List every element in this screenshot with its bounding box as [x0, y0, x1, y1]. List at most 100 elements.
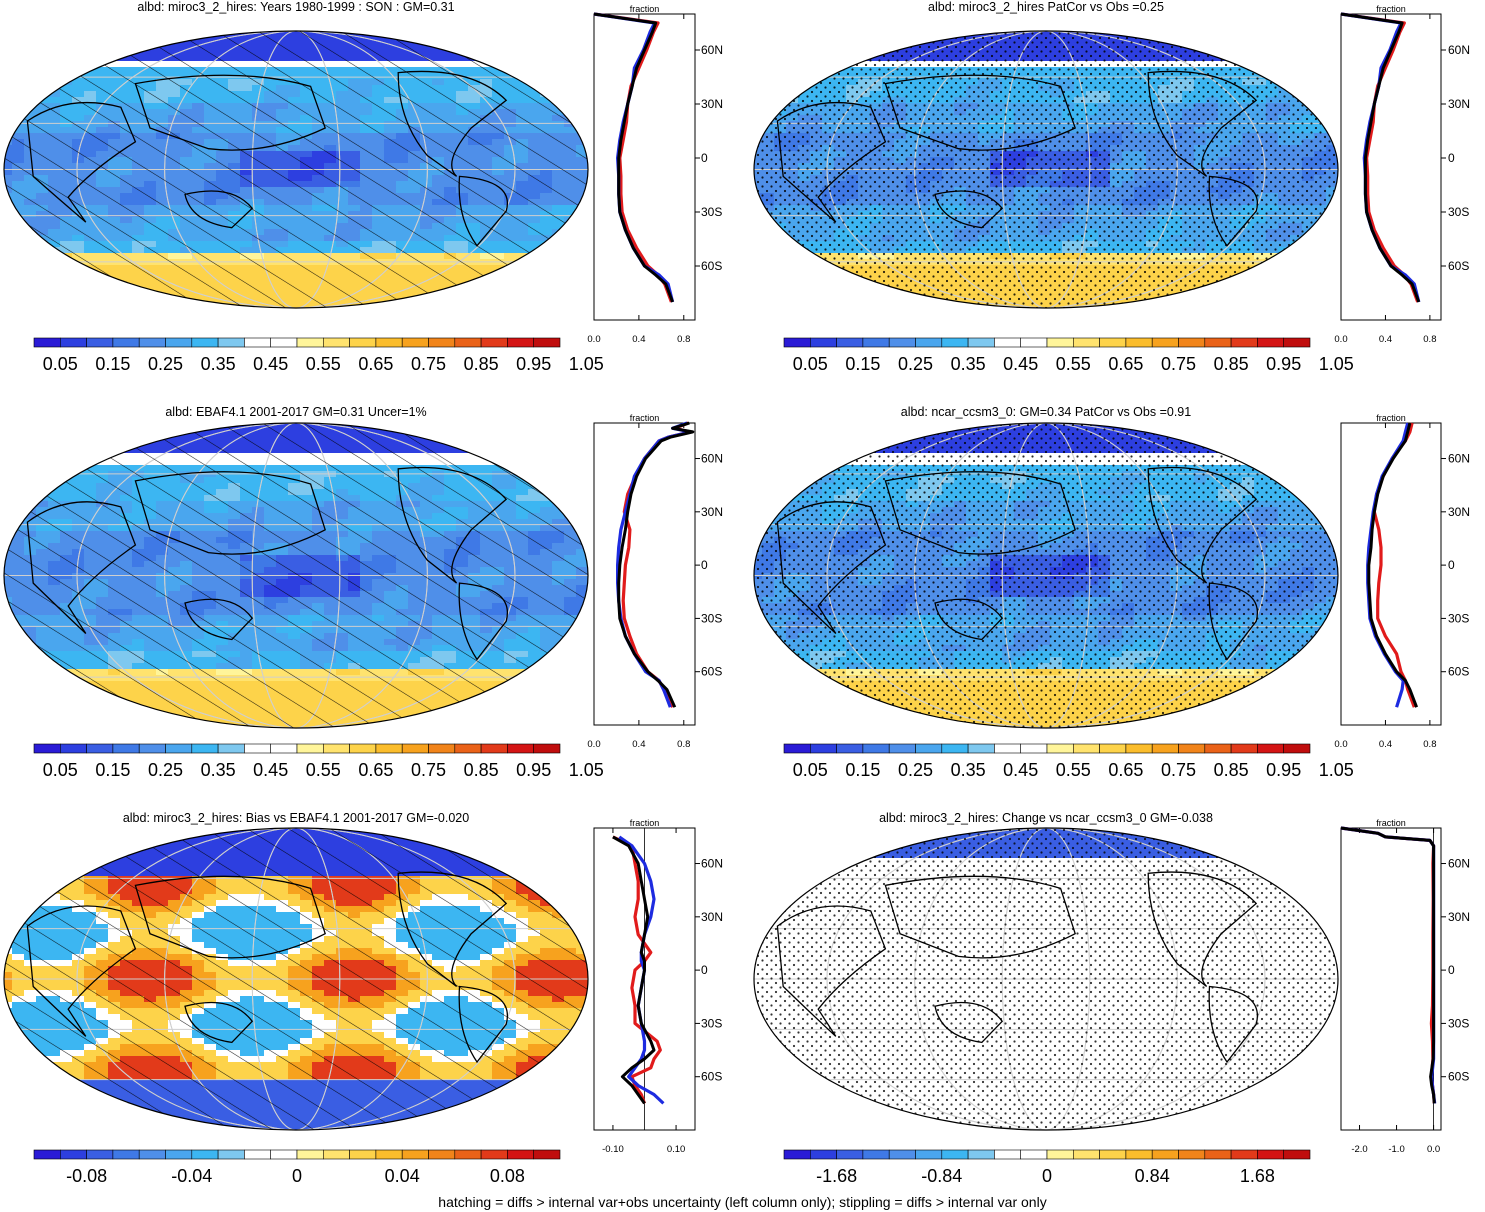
- map-cell: [516, 49, 529, 56]
- map-cell: [48, 423, 61, 430]
- map-cell: [1278, 43, 1291, 50]
- map-cell: [60, 259, 73, 266]
- map-cell: [528, 259, 541, 266]
- map-cell: [1278, 79, 1291, 86]
- map-cell: [540, 259, 553, 266]
- map-cell: [4, 61, 13, 68]
- map-cell: [576, 61, 588, 68]
- map-cell: [120, 49, 133, 56]
- panel-model: albd: miroc3_2_hires: Years 1980-1999 : …: [3, 0, 723, 374]
- map-cell: [120, 435, 133, 442]
- map-cell: [786, 307, 799, 308]
- map-cell: [798, 43, 811, 50]
- map-cell: [798, 49, 811, 56]
- map-cell: [1194, 31, 1207, 38]
- map-cell: [1314, 253, 1327, 260]
- map-cell: [192, 31, 205, 38]
- map-cell: [810, 271, 823, 278]
- colorbar-label: 0.15: [95, 354, 130, 374]
- map-cell: [120, 423, 133, 430]
- map-cell: [1290, 253, 1303, 260]
- map-cell: [216, 307, 229, 308]
- map-cell: [4, 85, 13, 92]
- colorbar-box: [112, 337, 140, 348]
- map-cell: [774, 265, 787, 272]
- map-cell: [882, 307, 895, 308]
- map-cell: [576, 115, 588, 122]
- map-cell: [762, 295, 775, 302]
- map-cell: [754, 265, 763, 272]
- map-cell: [870, 301, 883, 308]
- map-cell: [1314, 271, 1327, 278]
- map-cell: [810, 55, 823, 62]
- spine-frame: [1340, 13, 1442, 321]
- map-cell: [156, 307, 169, 308]
- map-cell: [1218, 301, 1231, 308]
- map-cell: [1278, 55, 1291, 62]
- map-cell: [12, 97, 25, 104]
- map-cell: [858, 43, 871, 50]
- map-cell: [774, 247, 787, 254]
- map-cell: [1302, 283, 1315, 290]
- map-cell: [774, 289, 787, 296]
- map-cell: [4, 49, 13, 56]
- map-cell: [1266, 55, 1279, 62]
- x-tick-label: 0.4: [1379, 334, 1392, 345]
- map-cell: [810, 307, 823, 308]
- map-cell: [1326, 85, 1338, 92]
- map-cell: [1266, 49, 1279, 56]
- map-cell: [384, 423, 397, 430]
- map-cell: [774, 31, 787, 38]
- map-cell: [576, 277, 588, 284]
- colorbar-box: [1099, 337, 1127, 348]
- map-cell: [576, 103, 588, 110]
- map-cell: [384, 301, 397, 308]
- map-cell: [444, 37, 457, 44]
- map-cell: [480, 37, 493, 44]
- map-cell: [48, 79, 61, 86]
- stipple-overlay: [754, 31, 1338, 308]
- map-cell: [858, 307, 871, 308]
- map-cell: [72, 277, 85, 284]
- map-cell: [528, 277, 541, 284]
- colorbar-box: [454, 337, 482, 348]
- map-cell: [1314, 109, 1327, 116]
- map-cell: [576, 265, 588, 272]
- map-cell: [774, 301, 787, 308]
- map-cell: [1230, 289, 1243, 296]
- map-cell: [1326, 79, 1338, 86]
- map-cell: [798, 295, 811, 302]
- map-cell: [4, 55, 13, 62]
- map-cell: [762, 67, 775, 74]
- map-cell: [12, 241, 25, 248]
- map-cell: [4, 301, 13, 308]
- map-cell: [60, 73, 73, 80]
- map-cell: [4, 235, 13, 242]
- map-cell: [576, 259, 588, 266]
- map-cell: [444, 295, 457, 302]
- map-cell: [420, 301, 433, 308]
- map-cell: [576, 229, 588, 236]
- map-cell: [1326, 229, 1338, 236]
- map-cell: [456, 307, 469, 308]
- map-cell: [96, 423, 109, 430]
- map-cell: [24, 61, 37, 68]
- map-cell: [754, 259, 763, 266]
- map-cell: [810, 49, 823, 56]
- map-cell: [1230, 37, 1243, 44]
- map-cell: [12, 49, 25, 56]
- map-cell: [540, 283, 553, 290]
- map-cell: [180, 301, 193, 308]
- map-cell: [870, 49, 883, 56]
- map-cell: [762, 223, 775, 230]
- map-cell: [1278, 37, 1291, 44]
- map-cell: [576, 97, 588, 104]
- map-cell: [576, 295, 588, 302]
- map-cell: [1314, 67, 1327, 74]
- map-cell: [36, 61, 49, 68]
- colorbar-label: 0.85: [1214, 354, 1249, 374]
- map-cell: [1182, 31, 1195, 38]
- colorbar-label: 0.05: [43, 354, 78, 374]
- map-cell: [48, 265, 61, 272]
- map-cell: [1290, 247, 1303, 254]
